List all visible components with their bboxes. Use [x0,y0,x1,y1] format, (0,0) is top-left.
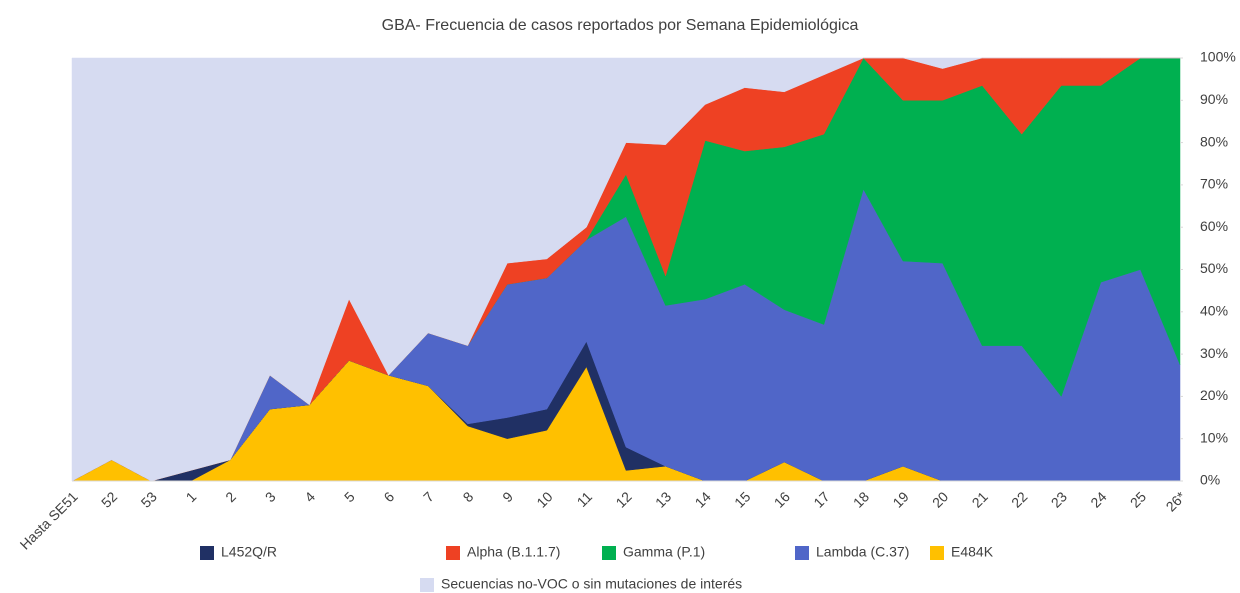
chart-title: GBA- Frecuencia de casos reportados por … [382,17,859,34]
legend-swatch [602,546,616,560]
y-tick-label: 80% [1200,133,1228,149]
y-tick-label: 60% [1200,218,1228,234]
y-tick-label: 70% [1200,176,1228,192]
legend-label: Lambda (C.37) [816,544,909,560]
x-tick-label: 17 [810,488,832,510]
x-tick-label: 3 [262,488,279,505]
x-tick-label: 52 [98,488,120,510]
x-tick-label: 20 [929,488,951,510]
area [71,57,1180,482]
x-tick-label: 26* [1163,488,1190,515]
y-tick-label: 20% [1200,387,1228,403]
x-tick-label: 5 [341,488,358,505]
legend-label: Alpha (B.1.1.7) [467,544,560,560]
x-tick-label: 2 [222,488,239,505]
x-tick-label: 19 [889,488,911,510]
y-tick-label: 50% [1200,260,1228,276]
y-tick-label: 40% [1200,303,1228,319]
legend-label: E484K [951,544,994,560]
x-tick-label: 22 [1008,488,1030,510]
x-tick-label: 4 [301,488,318,505]
x-tick-label: 24 [1087,488,1109,510]
x-tick-label: 12 [612,488,634,510]
x-tick-label: 14 [692,488,714,510]
x-tick-label: 18 [850,488,872,510]
x-tick-label: 11 [574,488,596,510]
legend-label: L452Q/R [221,544,277,560]
legend-swatch [200,546,214,560]
x-tick-label: 10 [533,488,555,510]
legend-label: Secuencias no-VOC o sin mutaciones de in… [441,576,742,592]
y-tick-label: 0% [1200,472,1220,488]
x-tick-label: 16 [771,488,793,510]
x-tick-label: 1 [183,488,200,505]
x-tick-label: 23 [1048,488,1070,510]
x-tick-label: 6 [380,488,397,505]
x-tick-label: 25 [1127,488,1149,510]
legend-swatch [795,546,809,560]
x-tick-label: 53 [138,488,160,510]
x-tick-label: 7 [420,488,437,505]
x-tick-label: Hasta SE51 [17,488,81,552]
x-tick-label: 9 [499,488,516,505]
x-tick-label: 8 [460,488,477,505]
y-tick-label: 100% [1200,49,1236,65]
legend-label: Gamma (P.1) [623,544,705,560]
y-tick-label: 10% [1200,429,1228,445]
x-tick-label: 15 [731,488,753,510]
y-tick-label: 90% [1200,91,1228,107]
legend-swatch [420,578,434,592]
legend-swatch [446,546,460,560]
legend-swatch [930,546,944,560]
x-tick-label: 13 [652,488,674,510]
y-tick-label: 30% [1200,345,1228,361]
x-tick-label: 21 [969,488,991,510]
